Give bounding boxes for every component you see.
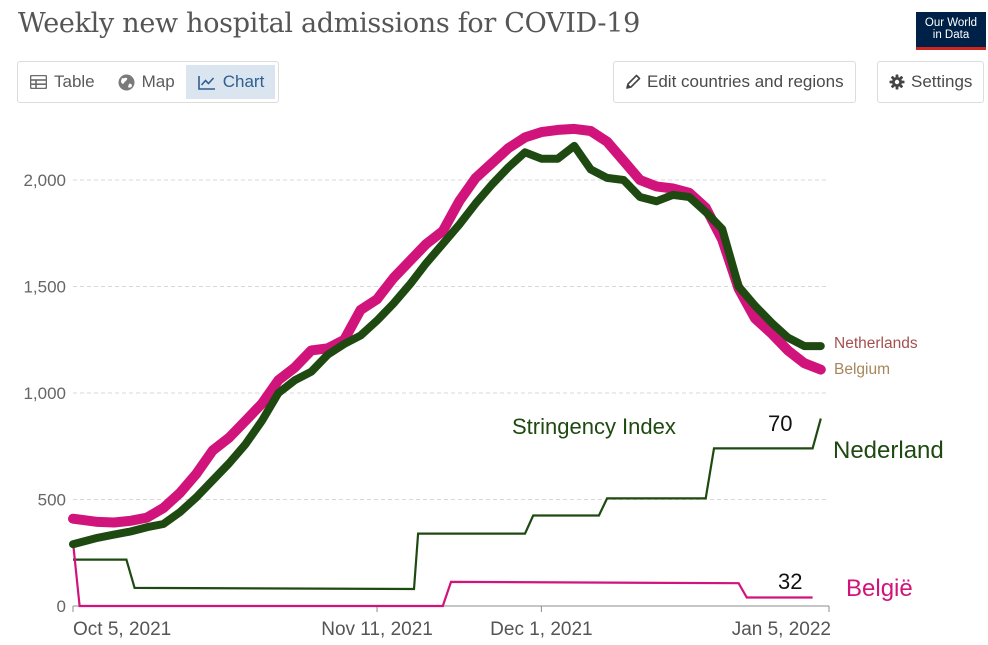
y-tick-label: 2,000	[23, 171, 66, 190]
x-tick-label: Oct 5, 2021	[73, 619, 171, 640]
y-tick-label: 1,500	[23, 278, 66, 297]
series-lines	[68, 123, 826, 549]
tab-chart-label: Chart	[222, 72, 265, 91]
logo-line-1: Our World	[924, 17, 978, 29]
settings-label: Settings	[911, 72, 973, 91]
overlay-annotations: Stringency Index 70 Nederland 32 België	[512, 411, 944, 602]
settings-button[interactable]: Settings	[877, 61, 985, 103]
y-tick-label: 0	[57, 597, 66, 616]
line-belgium[interactable]	[68, 123, 826, 528]
stringency-line-belgium[interactable]	[71, 541, 813, 608]
owid-logo[interactable]: Our World in Data	[916, 12, 986, 50]
tab-table-label: Table	[54, 72, 95, 91]
nl-name-label: Nederland	[833, 437, 944, 464]
legend-netherlands[interactable]: Netherlands	[834, 335, 918, 352]
line-netherlands[interactable]	[69, 141, 825, 549]
be-stringency-value: 32	[778, 569, 802, 594]
line-chart-icon	[197, 75, 216, 90]
x-tick-label: Nov 11, 2021	[321, 619, 433, 640]
y-axis-ticks: 0 500 1,000 1,500 2,000	[23, 171, 66, 616]
stringency-line-netherlands[interactable]	[73, 418, 822, 591]
logo-accent-bar	[916, 47, 986, 50]
edit-countries-label: Edit countries and regions	[647, 72, 844, 91]
nl-stringency-value: 70	[768, 411, 792, 436]
tab-map[interactable]: Map	[106, 62, 186, 102]
y-tick-label: 1,000	[23, 384, 66, 403]
y-tick-label: 500	[38, 491, 66, 510]
pencil-icon	[625, 74, 641, 90]
series-entity-labels: Netherlands Belgium	[834, 335, 918, 378]
gear-icon	[889, 74, 905, 90]
tab-chart[interactable]: Chart	[185, 65, 276, 99]
stringency-index-label: Stringency Index	[512, 414, 676, 439]
tab-table[interactable]: Table	[18, 62, 106, 102]
x-tick-label: Dec 1, 2021	[490, 619, 592, 640]
table-icon	[30, 75, 47, 89]
globe-icon	[118, 74, 135, 91]
stringency-lines	[71, 418, 822, 608]
legend-belgium[interactable]: Belgium	[834, 361, 890, 378]
view-tabs: Table Map Chart	[17, 61, 280, 103]
logo-line-2: in Data	[932, 29, 970, 41]
x-tick-label: Jan 5, 2022	[732, 619, 831, 640]
page-title: Weekly new hospital admissions for COVID…	[18, 8, 640, 39]
tab-map-label: Map	[141, 72, 175, 91]
edit-countries-button[interactable]: Edit countries and regions	[613, 61, 856, 103]
be-name-label: België	[846, 575, 913, 602]
x-axis-ticks: Oct 5, 2021 Nov 11, 2021 Dec 1, 2021 Jan 5,…	[72, 606, 831, 640]
